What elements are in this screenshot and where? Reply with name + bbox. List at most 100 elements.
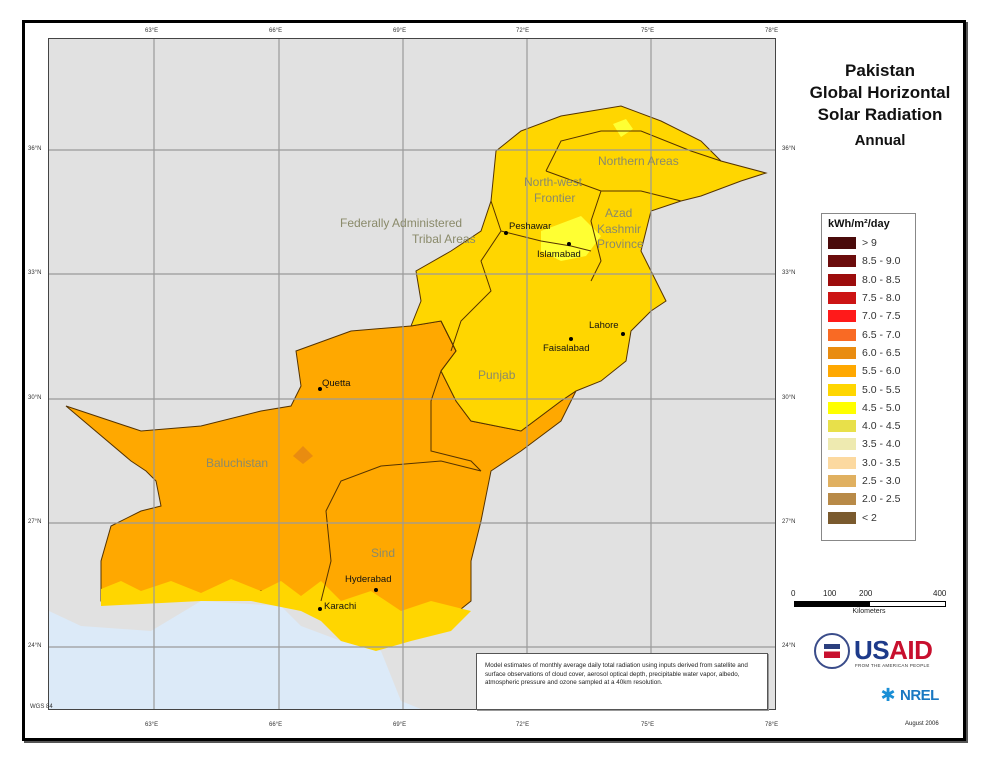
legend-label: 7.0 - 7.5 <box>862 310 901 323</box>
legend-swatch <box>828 365 856 378</box>
city-marker[interactable] <box>318 387 322 391</box>
legend-swatch <box>828 328 856 341</box>
legend-swatch <box>828 475 856 487</box>
legend-swatch <box>828 511 856 524</box>
border-fata <box>450 200 502 352</box>
scale-tick: 400 <box>933 589 947 598</box>
legend-label: 7.5 - 8.0 <box>862 292 901 305</box>
legend-label: 6.0 - 6.5 <box>862 346 901 359</box>
scale-tick: 200 <box>859 589 873 598</box>
legend-item: 6.5 - 7.0 <box>822 325 915 343</box>
region-label: Province <box>597 237 644 251</box>
legend-item: 3.5 - 4.0 <box>822 435 915 453</box>
map-canvas[interactable] <box>48 38 776 710</box>
usaid-logo: USAID FROM THE AMERICAN PEOPLE <box>814 633 944 673</box>
legend-swatch <box>828 383 856 396</box>
lat-tick-left: 33°N <box>28 270 42 276</box>
lon-tick-bottom: 78°E <box>765 722 779 728</box>
legend-label: 4.5 - 5.0 <box>862 401 901 414</box>
legend-swatch <box>828 401 856 414</box>
city-marker[interactable] <box>504 231 508 235</box>
scale-unit: Kilometers <box>852 608 886 615</box>
region-label: Sind <box>371 546 396 560</box>
legend-item: 3.0 - 3.5 <box>822 454 915 472</box>
title-line: Pakistan <box>845 61 915 80</box>
legend-label: 2.5 - 3.0 <box>862 475 901 487</box>
legend-item: 7.0 - 7.5 <box>822 307 915 325</box>
region-label: Federally Administered <box>340 216 463 230</box>
lat-tick-left: 30°N <box>28 395 42 401</box>
publication-date: August 2006 <box>905 721 939 727</box>
legend-label: 6.5 - 7.0 <box>862 328 901 341</box>
legend-swatch <box>828 456 856 469</box>
lat-tick-left: 36°N <box>28 146 42 152</box>
city-marker[interactable] <box>567 242 571 246</box>
city-label: Karachi <box>324 601 357 612</box>
legend-swatch <box>828 255 856 268</box>
legend-label: 4.0 - 4.5 <box>862 420 901 433</box>
border-northern-areas-south <box>545 170 682 202</box>
title-line: Solar Radiation <box>817 105 943 124</box>
border-sind <box>320 460 482 602</box>
legend-header: kWh/m²/day <box>828 218 890 230</box>
lat-tick-right: 36°N <box>782 146 796 152</box>
scale-tick: 0 <box>791 589 796 598</box>
region-label: Baluchistan <box>206 456 269 470</box>
legend-label: > 9 <box>862 237 877 250</box>
legend-label: 5.0 - 5.5 <box>862 383 901 396</box>
legend-swatch <box>828 438 856 451</box>
legend-swatch <box>828 346 856 359</box>
legend: kWh/m²/day > 9 8.5 - 9.0 8.0 - 8.5 7.5 -… <box>821 213 916 541</box>
legend-item: 7.5 - 8.0 <box>822 289 915 307</box>
legend-item: < 2 <box>822 508 915 526</box>
legend-item: > 9 <box>822 234 915 252</box>
lat-tick-right: 30°N <box>782 395 796 401</box>
usaid-wordmark: USAID <box>854 635 933 666</box>
usaid-tagline: FROM THE AMERICAN PEOPLE <box>855 663 930 668</box>
title-subtitle: Annual <box>854 132 906 149</box>
city-label: Hyderabad <box>345 574 392 585</box>
region-label: Punjab <box>478 368 516 382</box>
city-marker[interactable] <box>318 607 322 611</box>
lon-tick-bottom: 72°E <box>516 722 530 728</box>
legend-swatch <box>828 237 856 250</box>
city-label: Faisalabad <box>543 343 590 354</box>
region-label: Frontier <box>534 191 576 205</box>
region-baluchistan-sind <box>65 320 578 637</box>
legend-swatch <box>828 292 856 305</box>
lat-tick-right: 33°N <box>782 270 796 276</box>
legend-label: 3.0 - 3.5 <box>862 456 901 469</box>
city-marker[interactable] <box>374 588 378 592</box>
scale-ticks: 0 100 200 400 <box>788 589 948 599</box>
lon-tick-bottom: 63°E <box>145 722 159 728</box>
legend-item: 5.5 - 6.0 <box>822 362 915 380</box>
title-line: Global Horizontal <box>809 83 951 102</box>
legend-item: 6.0 - 6.5 <box>822 344 915 362</box>
lon-tick-top: 66°E <box>269 28 283 34</box>
lon-tick-bottom: 66°E <box>269 722 283 728</box>
methodology-note: Model estimates of monthly average daily… <box>476 653 768 710</box>
legend-label: 5.5 - 6.0 <box>862 365 901 378</box>
legend-item: 2.0 - 2.5 <box>822 490 915 508</box>
lat-tick-left: 24°N <box>28 643 42 649</box>
usaid-seal-icon <box>814 633 850 669</box>
lon-tick-top: 72°E <box>516 28 530 34</box>
legend-swatch <box>828 273 856 286</box>
legend-item: 8.0 - 8.5 <box>822 271 915 289</box>
scale-bar-graphic <box>794 601 946 607</box>
city-marker[interactable] <box>569 337 573 341</box>
legend-swatch <box>828 420 856 433</box>
region-label: Tribal Areas <box>412 232 476 246</box>
city-label: Islamabad <box>537 249 581 260</box>
legend-label: 3.5 - 4.0 <box>862 438 901 451</box>
arabian-sea <box>49 601 421 709</box>
region-label: North-west <box>524 175 583 189</box>
lon-tick-top: 69°E <box>393 28 407 34</box>
light-zone <box>613 119 633 137</box>
lon-tick-bottom: 75°E <box>641 722 655 728</box>
legend-item: 2.5 - 3.0 <box>822 472 915 490</box>
city-marker[interactable] <box>621 332 625 336</box>
legend-item: 4.5 - 5.0 <box>822 399 915 417</box>
legend-item: 8.5 - 9.0 <box>822 252 915 270</box>
lon-tick-top: 63°E <box>145 28 159 34</box>
